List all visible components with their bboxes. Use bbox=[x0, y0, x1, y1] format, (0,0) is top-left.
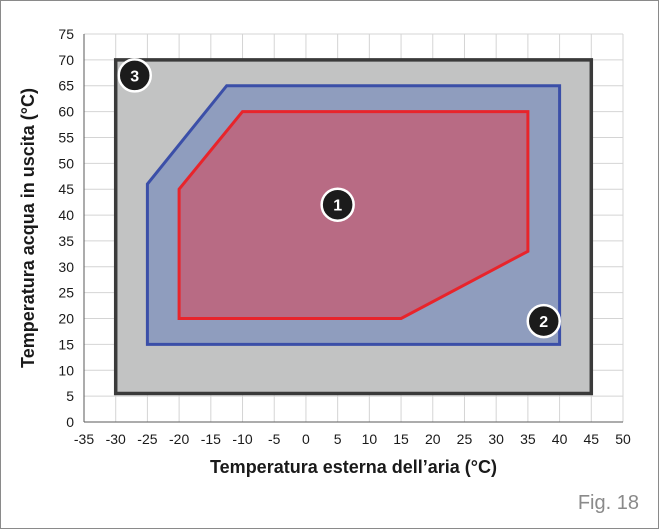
x-tick-label: -35 bbox=[74, 431, 94, 447]
region-markers: 3 2 1 bbox=[117, 58, 561, 339]
y-tick-label: 5 bbox=[66, 388, 74, 404]
y-tick-label: 30 bbox=[58, 259, 74, 275]
x-tick-label: 30 bbox=[488, 431, 504, 447]
region-marker-1 bbox=[320, 187, 355, 222]
x-tick-label: -10 bbox=[232, 431, 252, 447]
x-tick-label: -25 bbox=[137, 431, 157, 447]
x-tick-label: -5 bbox=[268, 431, 281, 447]
y-tick-labels: 0 5 10 15 20 25 30 35 40 45 50 55 60 65 70 75 bbox=[58, 26, 74, 430]
axes bbox=[83, 34, 623, 423]
y-tick-label: 10 bbox=[58, 362, 74, 378]
y-tick-label: 15 bbox=[58, 336, 74, 352]
region-1 bbox=[177, 110, 530, 320]
x-tick-label: -30 bbox=[106, 431, 126, 447]
x-tick-label: 40 bbox=[552, 431, 568, 447]
x-tick-label: -15 bbox=[201, 431, 221, 447]
x-tick-label: 50 bbox=[615, 431, 631, 447]
x-tick-label: 0 bbox=[302, 431, 310, 447]
region-marker-2 bbox=[526, 303, 561, 339]
x-tick-labels: -35 -30 -25 -20 -15 -10 -5 0 5 10 15 20 25 30 35 40 45 50 bbox=[74, 431, 631, 447]
x-tick-label: 35 bbox=[520, 431, 536, 447]
x-tick-label: 10 bbox=[362, 431, 378, 447]
y-tick-label: 0 bbox=[66, 414, 74, 430]
region-marker-3 bbox=[117, 58, 152, 93]
x-tick-label: 20 bbox=[425, 431, 441, 447]
region-marker-label: 1 bbox=[333, 198, 342, 215]
y-tick-label: 20 bbox=[58, 311, 74, 327]
x-axis-label: Temperatura esterna dell’aria (°C) bbox=[210, 457, 497, 477]
y-axis-label: Temperatura acqua in uscita (°C) bbox=[18, 88, 38, 368]
region-marker-label: 3 bbox=[130, 68, 139, 85]
x-tick-label: 45 bbox=[584, 431, 600, 447]
region-marker-label: 2 bbox=[539, 314, 548, 331]
x-tick-label: 15 bbox=[393, 431, 409, 447]
y-tick-label: 70 bbox=[58, 52, 74, 68]
y-tick-label: 55 bbox=[58, 129, 74, 145]
x-tick-label: -20 bbox=[169, 431, 189, 447]
figure-caption: Fig. 18 bbox=[577, 492, 639, 514]
y-tick-label: 40 bbox=[58, 207, 74, 223]
y-tick-label: 75 bbox=[58, 26, 74, 42]
x-tick-label: 5 bbox=[334, 431, 342, 447]
y-tick-label: 35 bbox=[58, 233, 74, 249]
regions bbox=[113, 58, 594, 396]
y-tick-label: 50 bbox=[58, 155, 74, 171]
y-tick-label: 45 bbox=[58, 181, 74, 197]
x-tick-label: 25 bbox=[457, 431, 473, 447]
y-tick-label: 60 bbox=[58, 104, 74, 120]
y-tick-label: 25 bbox=[58, 285, 74, 301]
y-tick-label: 65 bbox=[58, 78, 74, 94]
